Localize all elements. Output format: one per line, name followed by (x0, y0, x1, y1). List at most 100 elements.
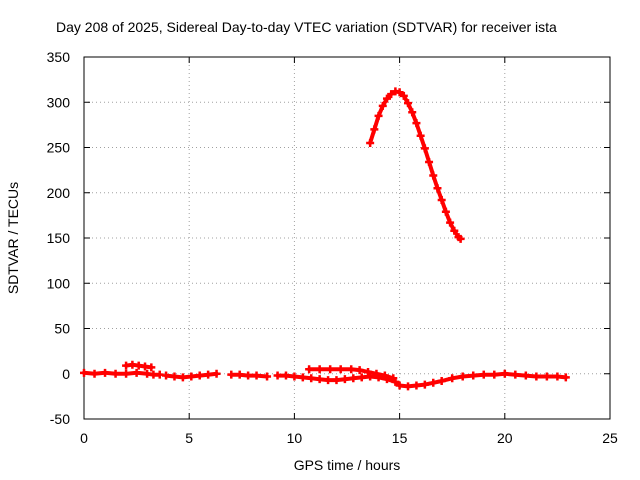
series-group (162, 369, 221, 382)
data-point (387, 90, 396, 99)
data-point (305, 365, 314, 374)
data-point (326, 365, 335, 374)
y-tick-label: 200 (47, 185, 71, 201)
data-point (162, 371, 171, 380)
data-point (195, 371, 204, 380)
data-point (340, 375, 349, 384)
data-point (273, 371, 282, 380)
data-point (307, 374, 316, 383)
data-point (374, 111, 383, 120)
y-tick-label: 0 (62, 366, 70, 382)
data-point (336, 365, 345, 374)
x-tick-label: 5 (185, 430, 193, 446)
data-point (553, 372, 562, 381)
data-point (90, 369, 99, 378)
data-point (366, 138, 375, 147)
data-point (364, 367, 373, 376)
data-point (404, 382, 413, 391)
data-point (521, 371, 530, 380)
y-tick-label: 150 (47, 230, 71, 246)
data-point (382, 94, 391, 103)
data-point (433, 184, 442, 193)
x-tick-label: 15 (392, 430, 408, 446)
x-tick-label: 10 (287, 430, 303, 446)
data-point (315, 365, 324, 374)
data-point (298, 373, 307, 382)
data-point (450, 226, 459, 235)
data-point (420, 380, 429, 389)
y-tick-label: 350 (47, 49, 71, 65)
data-point (170, 372, 179, 381)
data-point (281, 371, 290, 380)
data-point (420, 144, 429, 153)
data-point (349, 374, 358, 383)
data-point (446, 218, 455, 227)
grid (84, 57, 610, 419)
data-point (469, 371, 478, 380)
data-point (429, 171, 438, 180)
data-point (204, 370, 213, 379)
data-point (111, 369, 120, 378)
y-tick-label: 300 (47, 94, 71, 110)
data-point (542, 372, 551, 381)
data-point (357, 373, 366, 382)
data-point (132, 368, 141, 377)
x-tick-label: 0 (80, 430, 88, 446)
data-point (372, 369, 381, 378)
series-group (122, 360, 156, 372)
data-point (408, 108, 417, 117)
data-point (437, 195, 446, 204)
series-line (368, 89, 463, 241)
data-point (235, 370, 244, 379)
series-group (227, 370, 272, 381)
y-tick-labels: -50 0 50 100 150 200 250 300 350 (47, 49, 71, 427)
data-point (441, 207, 450, 216)
data-point (347, 365, 356, 374)
y-tick-label: 250 (47, 140, 71, 156)
data-point (448, 374, 457, 383)
data-point (315, 375, 324, 384)
data-point (429, 378, 438, 387)
data-point (416, 131, 425, 140)
data-point (479, 370, 488, 379)
data-point (244, 371, 253, 380)
data-point (404, 99, 413, 108)
y-axis-label: SDTVAR / TECUs (5, 182, 21, 294)
data-point (412, 119, 421, 128)
data-point (378, 101, 387, 110)
data-point (395, 381, 404, 390)
series-group (305, 365, 398, 383)
x-tick-label: 20 (497, 430, 513, 446)
data-point (80, 368, 88, 377)
data-point (389, 374, 398, 383)
data-point (456, 234, 465, 243)
data-point (263, 372, 272, 381)
data-point (187, 372, 196, 381)
data-point (395, 88, 404, 97)
data-point (178, 373, 187, 382)
x-tick-labels: 0 5 10 15 20 25 (80, 430, 618, 446)
data-series (80, 87, 570, 391)
data-point (399, 91, 408, 100)
data-point (332, 376, 341, 385)
plot-area (83, 56, 611, 420)
data-point (290, 372, 299, 381)
data-point (227, 370, 236, 379)
data-point (425, 157, 434, 166)
data-point (437, 376, 446, 385)
data-point (458, 372, 467, 381)
x-tick-label: 25 (602, 430, 618, 446)
y-tick-label: -50 (50, 411, 70, 427)
series-line (307, 367, 396, 381)
data-point (355, 366, 364, 375)
data-point (511, 370, 520, 379)
data-point (561, 373, 570, 382)
data-point (412, 381, 421, 390)
data-point (532, 372, 541, 381)
data-point (370, 125, 379, 134)
data-point (122, 369, 131, 378)
axis-ticks (83, 56, 611, 420)
data-point (324, 376, 333, 385)
series-group (273, 369, 570, 391)
